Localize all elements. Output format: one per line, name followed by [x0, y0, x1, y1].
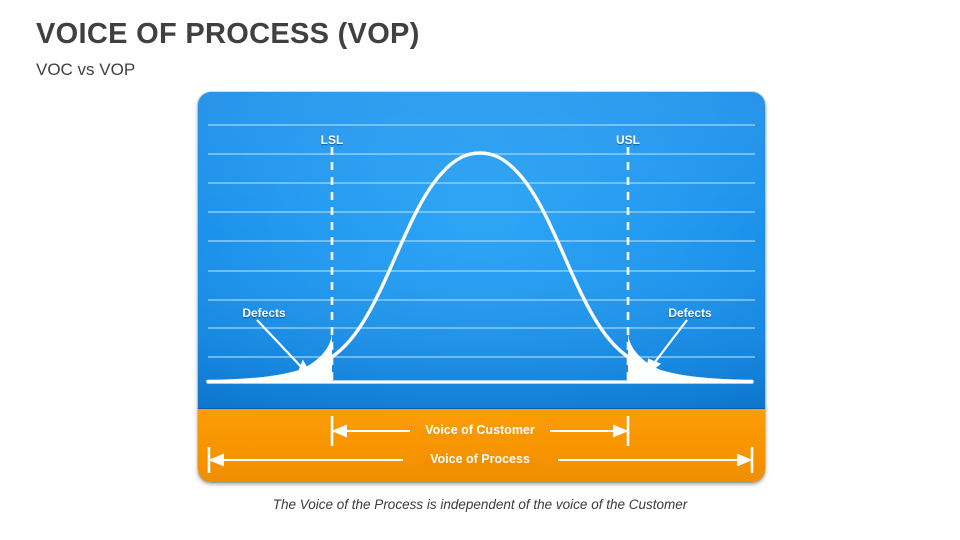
voc-arrow-head-left	[331, 424, 347, 438]
voice-of-customer-label: Voice of Customer	[418, 423, 542, 437]
vop-arrow-head-left	[208, 453, 224, 467]
distribution-chart-svg	[198, 92, 765, 408]
page-title: VOICE OF PROCESS (VOP)	[36, 18, 420, 50]
voc-arrow-head-right	[613, 424, 629, 438]
defects-right-arrow-shaft	[651, 319, 688, 367]
defects-arrows	[256, 319, 688, 381]
voice-of-process-label: Voice of Process	[423, 452, 537, 466]
diagram-caption: The Voice of the Process is independent …	[272, 497, 688, 512]
defects-left-arrow-head	[297, 359, 315, 381]
chart-plot-area	[198, 92, 765, 408]
vop-diagram-panel	[198, 92, 765, 482]
lsl-label: LSL	[320, 133, 344, 147]
voice-measure-arrows-svg	[207, 416, 754, 473]
defects-right-label: Defects	[668, 306, 712, 320]
panel-sheen-overlay	[198, 92, 765, 408]
defects-left-arrow-shaft	[256, 319, 307, 373]
bell-curve-path	[206, 151, 754, 384]
vop-arrow-head-right	[737, 453, 753, 467]
page-subtitle: VOC vs VOP	[36, 60, 136, 79]
defects-left-label: Defects	[242, 306, 286, 320]
voice-legend-band	[198, 408, 765, 482]
usl-label: USL	[616, 133, 640, 147]
chart-gridlines	[208, 124, 755, 358]
defects-right-arrow-head	[645, 358, 662, 376]
